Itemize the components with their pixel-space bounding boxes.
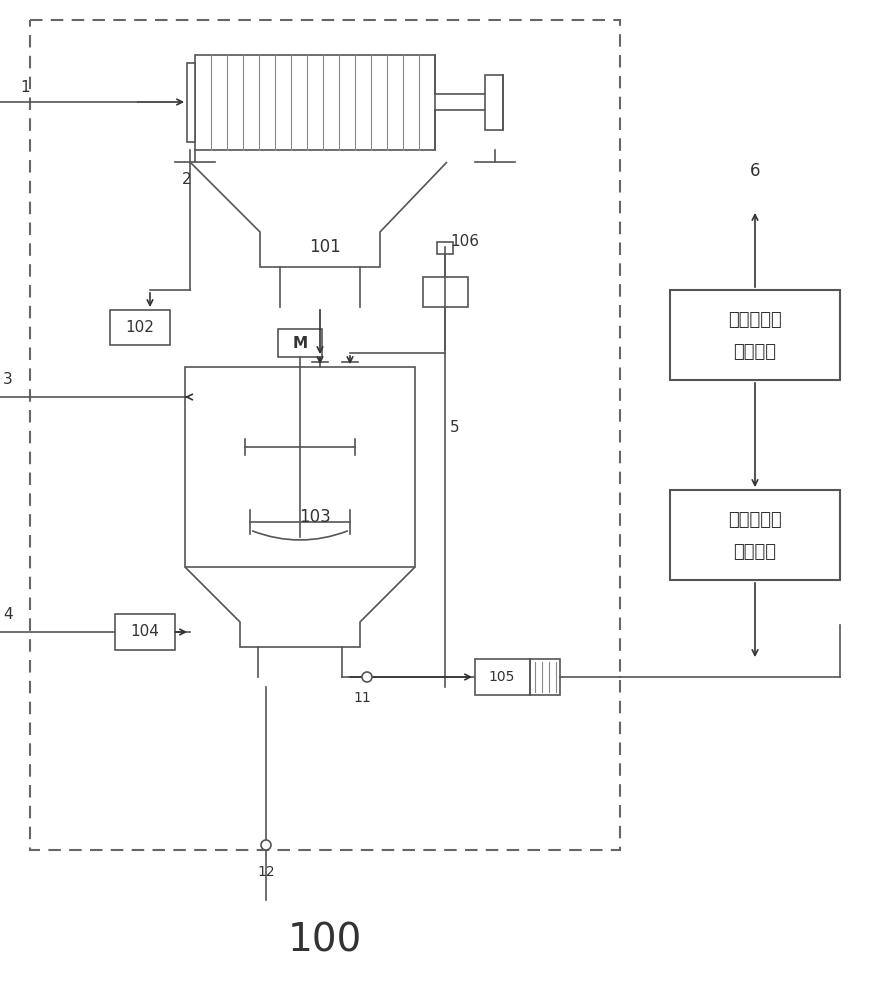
Bar xyxy=(670,490,840,580)
Bar xyxy=(30,20,620,850)
Text: 第３级浆洗: 第３级浆洗 xyxy=(728,311,781,329)
Text: 100: 100 xyxy=(288,921,362,959)
Bar xyxy=(423,277,468,307)
Circle shape xyxy=(261,840,271,850)
Text: 103: 103 xyxy=(300,508,331,526)
Text: 101: 101 xyxy=(309,238,341,256)
Text: 5: 5 xyxy=(450,420,460,434)
Bar xyxy=(185,367,415,567)
Bar xyxy=(530,659,560,695)
Bar xyxy=(475,659,530,695)
Text: 104: 104 xyxy=(130,624,159,640)
Text: 第２级浆洗: 第２级浆洗 xyxy=(728,511,781,529)
Text: 4: 4 xyxy=(3,607,12,622)
Text: 除磁系统: 除磁系统 xyxy=(734,343,776,361)
Bar xyxy=(437,242,453,254)
Circle shape xyxy=(362,672,372,682)
Text: 1: 1 xyxy=(20,80,30,95)
Text: 105: 105 xyxy=(489,670,515,684)
Bar xyxy=(110,310,170,345)
Text: 6: 6 xyxy=(750,162,760,180)
Text: 3: 3 xyxy=(3,372,12,387)
Bar xyxy=(670,290,840,380)
Bar xyxy=(115,614,175,650)
Bar xyxy=(195,55,435,150)
Bar xyxy=(278,329,322,357)
Bar xyxy=(485,75,503,130)
Text: 106: 106 xyxy=(450,234,479,249)
Text: 11: 11 xyxy=(353,691,371,705)
Text: 12: 12 xyxy=(257,865,275,879)
Bar xyxy=(187,63,195,142)
Text: M: M xyxy=(292,336,307,351)
Text: 102: 102 xyxy=(126,320,154,334)
Text: 2: 2 xyxy=(182,172,192,188)
Text: 除磁系统: 除磁系统 xyxy=(734,543,776,561)
